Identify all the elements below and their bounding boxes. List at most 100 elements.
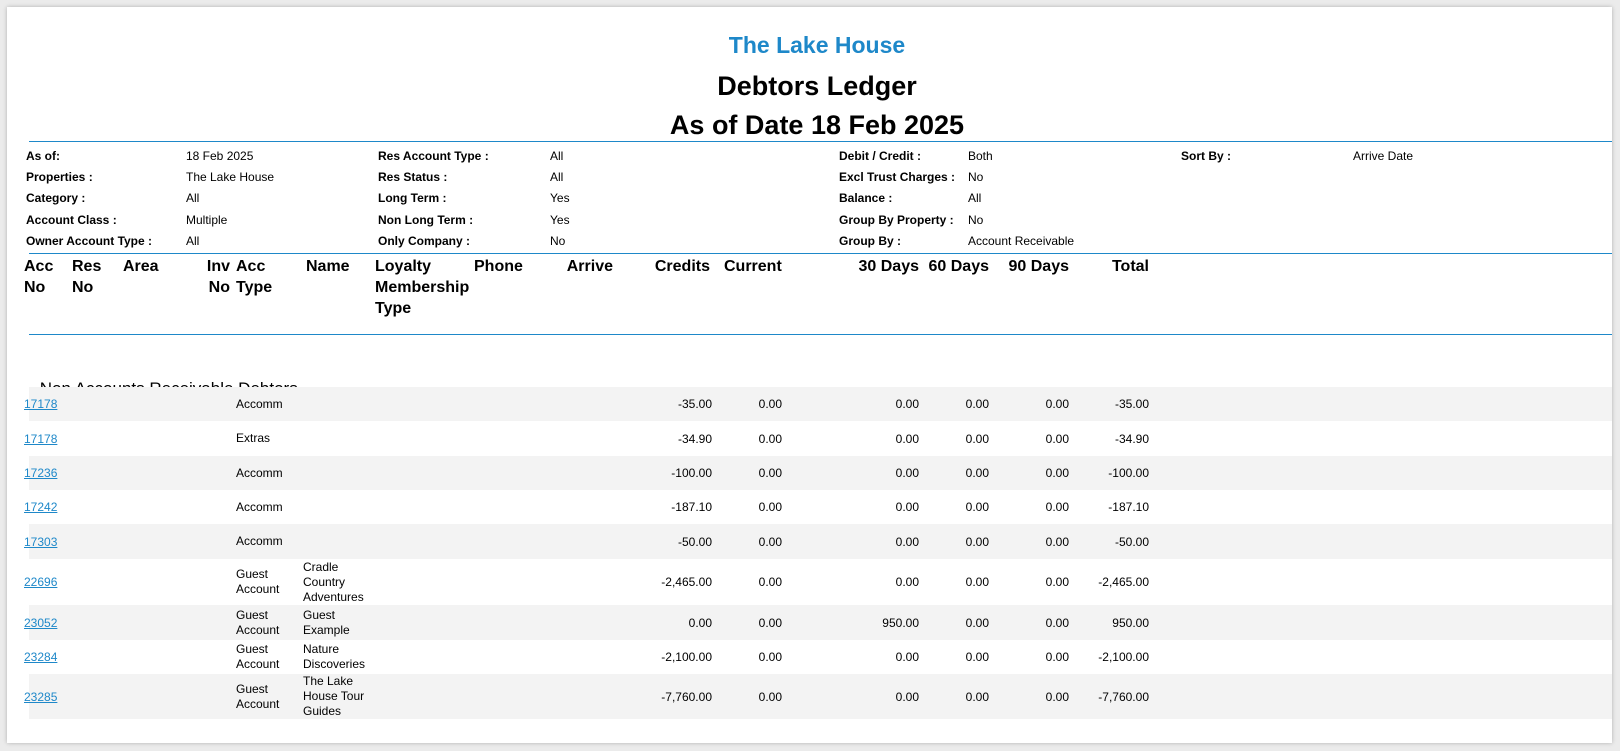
col-header-res-no[interactable]: Res No — [72, 258, 102, 296]
credits-cell: -7,760.00 — [661, 689, 712, 704]
col-header-acc-type[interactable]: Acc Type — [236, 258, 273, 296]
60-days-cell: 0.00 — [965, 689, 989, 704]
table-row: 17303 Accomm -50.00 0.00 0.00 0.00 0.00 -50.00 — [24, 524, 1612, 559]
filter-label: Properties : — [26, 170, 93, 184]
filter-value: No — [550, 234, 566, 248]
filter-value: Arrive Date — [1353, 149, 1414, 163]
account-number-link[interactable]: 17178 — [24, 431, 58, 446]
90-days-cell: 0.00 — [1045, 466, 1069, 480]
filter-value: 18 Feb 2025 — [186, 149, 254, 163]
col-header-acc-no[interactable]: Acc No — [24, 258, 54, 296]
30-days-cell: 0.00 — [895, 397, 919, 411]
table-row: 23284 Guest Account Nature Discoveries -2,1… — [24, 640, 1612, 674]
filter-value: The Lake House — [186, 170, 275, 184]
table-row: 17242 Accomm -187.10 0.00 0.00 0.00 0.00 -187.1… — [24, 490, 1612, 524]
current-cell: 0.00 — [758, 397, 782, 411]
90-days-cell: 0.00 — [1045, 615, 1069, 630]
filter-value: All — [186, 191, 200, 205]
filter-label: Group By : — [839, 234, 901, 248]
filter-value: All — [186, 234, 200, 248]
30-days-cell: 0.00 — [895, 650, 919, 664]
30-days-cell: 0.00 — [895, 466, 919, 480]
credits-cell: -34.90 — [677, 431, 712, 446]
col-header-phone[interactable]: Phone — [474, 258, 523, 275]
filter-value: Yes — [550, 191, 570, 205]
acc-type-cell: Extras — [236, 431, 271, 445]
columns-divider — [29, 334, 1612, 335]
60-days-cell: 0.00 — [965, 431, 989, 446]
col-header-name[interactable]: Name — [306, 258, 350, 275]
filter-label: Debit / Credit : — [839, 149, 922, 163]
60-days-cell: 0.00 — [965, 534, 989, 549]
filter-label: Long Term : — [378, 191, 447, 205]
current-cell: 0.00 — [758, 431, 782, 446]
name-cell: The Lake House Tour Guides — [303, 674, 365, 718]
current-cell: 0.00 — [758, 500, 782, 514]
90-days-cell: 0.00 — [1045, 500, 1069, 514]
30-days-cell: 0.00 — [895, 689, 919, 704]
60-days-cell: 0.00 — [965, 650, 989, 664]
filter-value: All — [550, 170, 564, 184]
filter-value: All — [968, 191, 982, 205]
filter-value: Account Receivable — [968, 234, 1075, 248]
table-row: 17236 Accomm -100.00 0.00 0.00 0.00 0.00 -100.0… — [24, 456, 1612, 490]
col-header-30-days[interactable]: 30 Days — [858, 258, 920, 275]
filter-label: Category : — [26, 191, 86, 205]
account-number-link[interactable]: 23285 — [24, 689, 58, 704]
current-cell: 0.00 — [758, 466, 782, 480]
filter-label: Sort By : — [1181, 149, 1232, 163]
acc-type-cell: Guest Account — [236, 607, 280, 637]
acc-type-cell: Guest Account — [236, 567, 280, 596]
acc-type-cell: Guest Account — [236, 642, 280, 671]
acc-type-cell: Accomm — [236, 499, 283, 514]
col-header-90-days[interactable]: 90 Days — [1008, 258, 1070, 275]
credits-cell: -187.10 — [671, 500, 712, 514]
filter-label: Non Long Term : — [378, 213, 474, 227]
account-number-link[interactable]: 17303 — [24, 534, 58, 549]
acc-type-cell: Accomm — [236, 465, 283, 480]
total-cell: -187.10 — [1108, 500, 1149, 514]
current-cell: 0.00 — [758, 615, 782, 630]
table-row: 22696 Guest Account Cradle Country Adventu… — [24, 559, 1612, 605]
60-days-cell: 0.00 — [965, 397, 989, 411]
credits-cell: -100.00 — [671, 466, 712, 480]
filters-divider — [29, 253, 1612, 254]
col-header-current[interactable]: Current — [724, 258, 782, 275]
current-cell: 0.00 — [758, 689, 782, 704]
total-cell: -2,100.00 — [1098, 650, 1149, 664]
30-days-cell: 0.00 — [895, 431, 919, 446]
total-cell: -100.00 — [1108, 466, 1149, 480]
credits-cell: -35.00 — [677, 397, 712, 411]
filter-value: Multiple — [186, 213, 228, 227]
current-cell: 0.00 — [758, 575, 782, 589]
total-cell: -50.00 — [1114, 534, 1149, 549]
filter-value: No — [968, 170, 984, 184]
account-number-link[interactable]: 23052 — [24, 615, 58, 630]
filter-label: Account Class : — [26, 213, 117, 227]
col-header-inv-no[interactable]: Inv No — [206, 258, 230, 296]
col-header-loyalty[interactable]: Loyalty Membership Type — [375, 258, 470, 317]
name-cell: Guest Example — [303, 607, 350, 637]
col-header-60-days[interactable]: 60 Days — [928, 258, 990, 275]
col-header-total[interactable]: Total — [1111, 258, 1149, 275]
report-sheet: The Lake House Debtors Ledger As of Date… — [7, 7, 1612, 743]
account-number-link[interactable]: 23284 — [24, 650, 58, 664]
account-number-link[interactable]: 17236 — [24, 466, 58, 480]
col-header-area[interactable]: Area — [123, 258, 159, 275]
account-number-link[interactable]: 17242 — [24, 500, 58, 514]
col-header-credits[interactable]: Credits — [654, 258, 710, 275]
account-number-link[interactable]: 17178 — [24, 397, 58, 411]
90-days-cell: 0.00 — [1045, 397, 1069, 411]
30-days-cell: 950.00 — [882, 615, 919, 630]
credits-cell: 0.00 — [688, 615, 712, 630]
60-days-cell: 0.00 — [965, 615, 989, 630]
account-number-link[interactable]: 22696 — [24, 575, 58, 589]
header-divider — [29, 141, 1612, 142]
filter-label: Owner Account Type : — [26, 234, 153, 248]
col-header-arrive[interactable]: Arrive — [566, 258, 613, 275]
table-row: 23285 Guest Account The Lake House Tour Gu… — [24, 674, 1612, 719]
acc-type-cell: Accomm — [236, 534, 283, 548]
table-row: 17178 Extras -34.90 0.00 0.00 0.00 0.00 -34.90 — [24, 421, 1612, 456]
name-cell: Cradle Country Adventures — [303, 559, 364, 604]
credits-cell: -2,100.00 — [661, 650, 712, 664]
